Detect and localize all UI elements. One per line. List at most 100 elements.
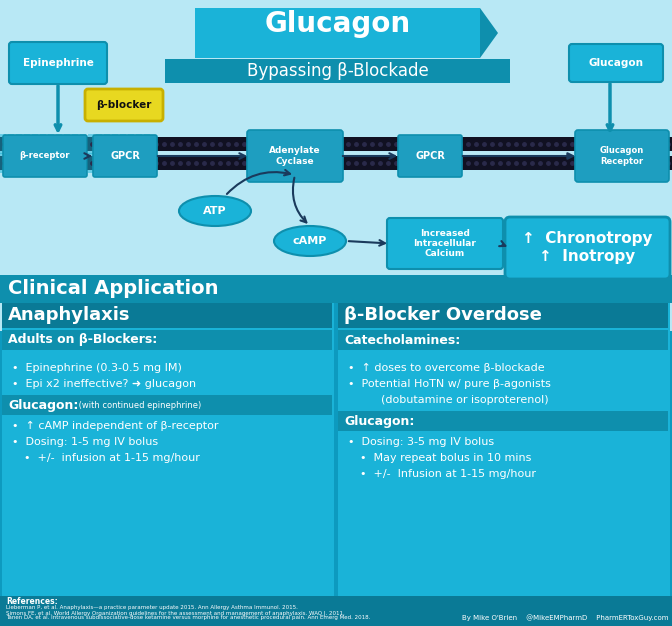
Text: Tanen DA, et al. Intravenous subdissociative-dose ketamine versus morphine for a: Tanen DA, et al. Intravenous subdissocia… <box>6 615 370 620</box>
Text: Glucagon: Glucagon <box>589 58 644 68</box>
Bar <box>72 153 78 173</box>
Bar <box>144 153 150 173</box>
Text: •  ↑ cAMP independent of β-receptor: • ↑ cAMP independent of β-receptor <box>12 421 218 431</box>
Text: GPCR: GPCR <box>415 151 445 161</box>
Bar <box>48 153 54 173</box>
FancyBboxPatch shape <box>9 42 107 84</box>
Text: •  +/-  Infusion at 1-15 mg/hour: • +/- Infusion at 1-15 mg/hour <box>360 469 536 479</box>
Text: Bypassing β-Blockade: Bypassing β-Blockade <box>247 62 428 80</box>
Bar <box>112 153 118 173</box>
Text: Glucagon
Receptor: Glucagon Receptor <box>600 146 644 166</box>
Text: ATP: ATP <box>203 206 227 216</box>
Text: GPCR: GPCR <box>110 151 140 161</box>
Bar <box>104 153 110 173</box>
Text: Simons FE, et al. World Allergy Organization guidelines for the assessment and m: Simons FE, et al. World Allergy Organiza… <box>6 610 345 615</box>
Text: Catecholamines:: Catecholamines: <box>344 334 460 347</box>
Text: Increased
Intracellular
Calcium: Increased Intracellular Calcium <box>413 228 476 259</box>
Polygon shape <box>480 8 498 58</box>
Bar <box>2 303 334 596</box>
Bar <box>144 134 150 154</box>
FancyBboxPatch shape <box>3 135 87 177</box>
Text: •  Epinephrine (0.3-0.5 mg IM): • Epinephrine (0.3-0.5 mg IM) <box>12 363 182 373</box>
Bar <box>136 153 142 173</box>
Bar <box>0 156 672 170</box>
Bar <box>8 153 14 173</box>
Bar <box>136 134 142 154</box>
Bar <box>72 134 78 154</box>
FancyBboxPatch shape <box>247 130 343 182</box>
Text: Anaphylaxis: Anaphylaxis <box>8 307 130 324</box>
Bar <box>2 303 332 328</box>
Bar <box>128 153 134 173</box>
Bar <box>112 134 118 154</box>
Bar <box>88 153 94 173</box>
Bar <box>40 134 46 154</box>
Text: •  Dosing: 1-5 mg IV bolus: • Dosing: 1-5 mg IV bolus <box>12 437 158 447</box>
Bar <box>96 134 102 154</box>
Text: β-receptor: β-receptor <box>19 151 71 160</box>
Text: •  Epi x2 ineffective? ➜ glucagon: • Epi x2 ineffective? ➜ glucagon <box>12 379 196 389</box>
Bar <box>338 303 668 328</box>
Text: References:: References: <box>6 597 58 607</box>
Text: Clinical Application: Clinical Application <box>8 279 218 299</box>
Text: •  ↑ doses to overcome β-blockade: • ↑ doses to overcome β-blockade <box>348 363 544 373</box>
Text: (dobutamine or isoproterenol): (dobutamine or isoproterenol) <box>360 395 548 405</box>
Bar <box>0 275 672 303</box>
Bar <box>338 411 668 431</box>
Bar <box>64 153 70 173</box>
Text: β-blocker: β-blocker <box>96 100 152 110</box>
Bar <box>24 134 30 154</box>
Bar <box>2 330 332 350</box>
Text: cAMP: cAMP <box>293 236 327 246</box>
Bar <box>0 134 6 154</box>
Bar <box>120 153 126 173</box>
FancyBboxPatch shape <box>575 130 669 182</box>
Ellipse shape <box>179 196 251 226</box>
Bar <box>88 134 94 154</box>
Text: Glucagon: Glucagon <box>265 10 411 38</box>
Text: Adenylate
Cyclase: Adenylate Cyclase <box>269 146 321 166</box>
Text: (with continued epinephrine): (with continued epinephrine) <box>76 401 201 409</box>
FancyBboxPatch shape <box>93 135 157 177</box>
Bar <box>32 153 38 173</box>
Bar <box>2 395 332 415</box>
Text: Glucagon:: Glucagon: <box>8 399 79 411</box>
FancyBboxPatch shape <box>85 89 163 121</box>
Text: Lieberman P, et al. Anaphylaxis—a practice parameter update 2015. Ann Allergy As: Lieberman P, et al. Anaphylaxis—a practi… <box>6 605 298 610</box>
Text: •  May repeat bolus in 10 mins: • May repeat bolus in 10 mins <box>360 453 532 463</box>
Bar <box>0 0 672 331</box>
Bar <box>56 153 62 173</box>
Bar <box>0 137 672 151</box>
Bar <box>16 134 22 154</box>
Bar <box>0 596 672 626</box>
Bar <box>24 153 30 173</box>
Bar <box>80 134 86 154</box>
Ellipse shape <box>274 226 346 256</box>
Bar <box>0 153 6 173</box>
Bar <box>40 153 46 173</box>
Bar <box>104 134 110 154</box>
Text: ↑  Chronotropy: ↑ Chronotropy <box>522 232 653 247</box>
Bar <box>8 134 14 154</box>
Bar <box>16 153 22 173</box>
FancyBboxPatch shape <box>195 8 480 58</box>
Bar <box>56 134 62 154</box>
Text: •  Potential HoTN w/ pure β-agonists: • Potential HoTN w/ pure β-agonists <box>348 379 551 389</box>
Text: β-Blocker Overdose: β-Blocker Overdose <box>344 307 542 324</box>
FancyBboxPatch shape <box>398 135 462 177</box>
FancyBboxPatch shape <box>387 218 503 269</box>
Text: •  Dosing: 3-5 mg IV bolus: • Dosing: 3-5 mg IV bolus <box>348 437 494 447</box>
Bar <box>48 134 54 154</box>
Text: ↑  Inotropy: ↑ Inotropy <box>540 250 636 265</box>
Bar <box>64 134 70 154</box>
Text: Epinephrine: Epinephrine <box>23 58 93 68</box>
Bar <box>96 153 102 173</box>
Bar <box>80 153 86 173</box>
Bar <box>338 303 670 596</box>
FancyBboxPatch shape <box>505 217 670 279</box>
Bar <box>128 134 134 154</box>
Bar <box>338 330 668 350</box>
Text: By Mike O'Brien    @MikeEMPharmD    PharmERToxGuy.com: By Mike O'Brien @MikeEMPharmD PharmERTox… <box>462 615 668 622</box>
Text: Adults on β-Blockers:: Adults on β-Blockers: <box>8 334 157 347</box>
FancyBboxPatch shape <box>165 59 510 83</box>
